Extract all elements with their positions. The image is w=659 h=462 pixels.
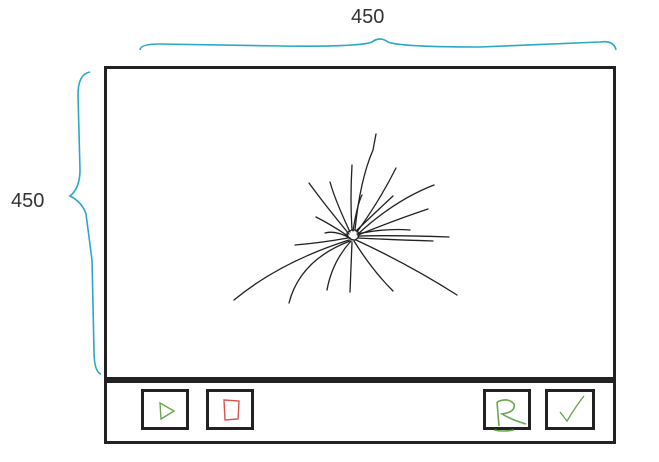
height-dimension-label: 450 — [11, 190, 45, 212]
stop-icon — [223, 399, 240, 421]
confirm-button[interactable] — [545, 389, 595, 430]
drawing-canvas[interactable] — [104, 66, 616, 383]
play-icon — [159, 401, 176, 421]
height-brace — [68, 71, 102, 375]
width-dimension-label: 450 — [351, 6, 385, 28]
reset-button[interactable] — [483, 389, 531, 432]
check-icon — [559, 395, 585, 423]
bottom-toolbar — [104, 377, 616, 444]
width-brace — [139, 38, 617, 51]
reset-icon — [493, 399, 527, 432]
play-button[interactable] — [141, 389, 189, 430]
stop-button[interactable] — [206, 389, 254, 430]
